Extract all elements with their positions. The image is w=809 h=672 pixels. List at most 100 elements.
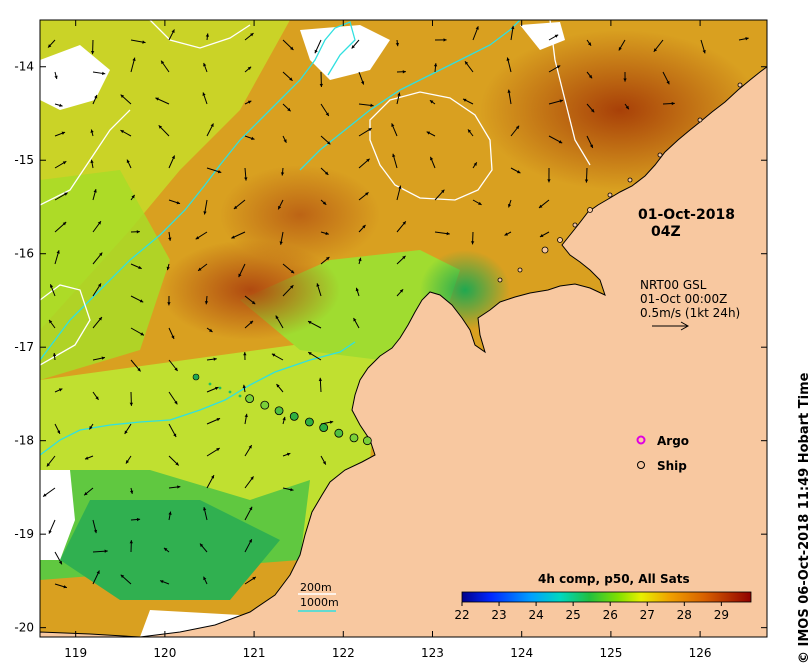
current-arrow bbox=[120, 129, 132, 137]
current-arrow bbox=[130, 295, 144, 303]
current-arrow bbox=[46, 455, 56, 467]
current-arrow bbox=[42, 487, 56, 497]
current-arrow bbox=[462, 98, 474, 105]
current-arrow bbox=[548, 135, 563, 144]
current-arrow bbox=[163, 547, 170, 553]
current-arrow bbox=[238, 263, 246, 278]
current-arrow bbox=[120, 574, 132, 585]
current-arrow bbox=[233, 199, 246, 210]
cloud-patch bbox=[300, 25, 390, 80]
current-arrow bbox=[244, 100, 252, 105]
current-arrow bbox=[90, 159, 94, 169]
current-arrow bbox=[166, 263, 170, 271]
current-arrow bbox=[167, 295, 171, 306]
x-tick-label: 122 bbox=[332, 646, 355, 660]
ship-obs-point bbox=[289, 411, 299, 421]
current-arrow bbox=[242, 384, 246, 393]
current-scale-label: 0.5m/s (1kt 24h) bbox=[640, 306, 740, 320]
current-scale-arrow bbox=[652, 321, 690, 331]
current-arrow bbox=[206, 417, 221, 425]
date-label: 01-Oct-2018 bbox=[638, 207, 735, 223]
current-arrow bbox=[129, 391, 134, 406]
current-arrow bbox=[316, 283, 322, 297]
x-tick-label: 125 bbox=[599, 646, 622, 660]
current-arrow bbox=[282, 416, 286, 425]
current-arrow bbox=[203, 506, 208, 521]
current-arrow bbox=[124, 423, 132, 435]
current-arrow bbox=[168, 485, 181, 489]
current-arrow bbox=[353, 317, 360, 329]
current-arrow bbox=[48, 519, 56, 534]
current-arrow bbox=[280, 167, 285, 176]
isobath-1000m-label: 1000m bbox=[300, 596, 339, 609]
x-tick-label: 120 bbox=[153, 646, 176, 660]
ship-obs-point bbox=[274, 406, 284, 416]
current-arrow bbox=[243, 352, 247, 361]
current-arrow bbox=[320, 199, 327, 206]
current-arrow bbox=[396, 70, 406, 74]
current-arrow bbox=[89, 423, 94, 430]
x-tick-label: 119 bbox=[64, 646, 87, 660]
current-arrow bbox=[244, 320, 254, 329]
current-arrow bbox=[282, 284, 294, 297]
current-arrow bbox=[244, 32, 254, 41]
current-arrow bbox=[624, 103, 630, 110]
ship-obs-point bbox=[349, 433, 359, 443]
axis-ticks: 119 120 121 122 123 124 125 126 -14 -15 -16 -17 -18 -… bbox=[14, 20, 767, 660]
ship-obs-point bbox=[245, 394, 255, 404]
current-arrow bbox=[129, 487, 134, 494]
current-arrow bbox=[391, 123, 398, 137]
colorbar-tick-label: 26 bbox=[603, 608, 618, 622]
current-arrow bbox=[48, 319, 56, 329]
current-arrow bbox=[275, 315, 284, 329]
x-tick-label: 121 bbox=[243, 646, 266, 660]
argo-legend-label: Argo bbox=[657, 434, 689, 448]
current-arrow bbox=[662, 71, 670, 85]
credit-text: © IMOS 06-Oct-2018 11:49 Hobart Time bbox=[797, 372, 809, 664]
current-arrow bbox=[396, 288, 404, 297]
current-arrow bbox=[318, 377, 323, 393]
current-arrow bbox=[160, 60, 170, 73]
time-label: 04Z bbox=[651, 224, 681, 240]
current-arrow bbox=[54, 423, 61, 435]
current-arrow bbox=[54, 250, 60, 265]
current-arrow bbox=[282, 39, 294, 51]
current-arrow bbox=[244, 135, 255, 140]
current-arrow bbox=[92, 356, 106, 361]
current-arrow bbox=[92, 220, 102, 233]
y-tick-label: -18 bbox=[14, 434, 34, 448]
cloud-patch bbox=[40, 45, 110, 110]
current-arrow bbox=[358, 71, 365, 85]
current-arrow bbox=[472, 162, 478, 169]
current-arrow bbox=[464, 60, 474, 73]
current-arrow bbox=[282, 487, 294, 492]
current-arrow bbox=[54, 551, 63, 565]
current-arrow bbox=[206, 474, 215, 489]
current-arrow bbox=[586, 71, 593, 79]
current-arrow bbox=[206, 123, 214, 137]
ship-obs-point bbox=[192, 373, 200, 381]
current-time-label: 01-Oct 00:00Z bbox=[640, 292, 727, 306]
current-arrow bbox=[84, 455, 94, 460]
y-tick-label: -19 bbox=[14, 527, 34, 541]
current-arrow bbox=[434, 231, 450, 236]
current-arrow bbox=[47, 39, 56, 48]
current-arrow bbox=[467, 129, 474, 137]
ship-obs-point bbox=[362, 436, 372, 446]
land-australia bbox=[40, 66, 767, 637]
current-arrow bbox=[54, 131, 66, 137]
current-arrow bbox=[54, 103, 63, 107]
current-arrow bbox=[244, 476, 254, 489]
current-arrow bbox=[92, 519, 98, 534]
current-arrow bbox=[434, 189, 445, 201]
current-arrow bbox=[92, 252, 103, 265]
current-arrow bbox=[396, 255, 406, 265]
current-arrow bbox=[472, 26, 479, 41]
current-arrow bbox=[319, 71, 324, 87]
current-arrow bbox=[168, 511, 172, 521]
current-arrow bbox=[159, 580, 170, 585]
current-arrow bbox=[586, 39, 592, 47]
current-arrow bbox=[206, 327, 213, 333]
current-arrow bbox=[507, 199, 512, 208]
current-arrow bbox=[130, 39, 146, 44]
